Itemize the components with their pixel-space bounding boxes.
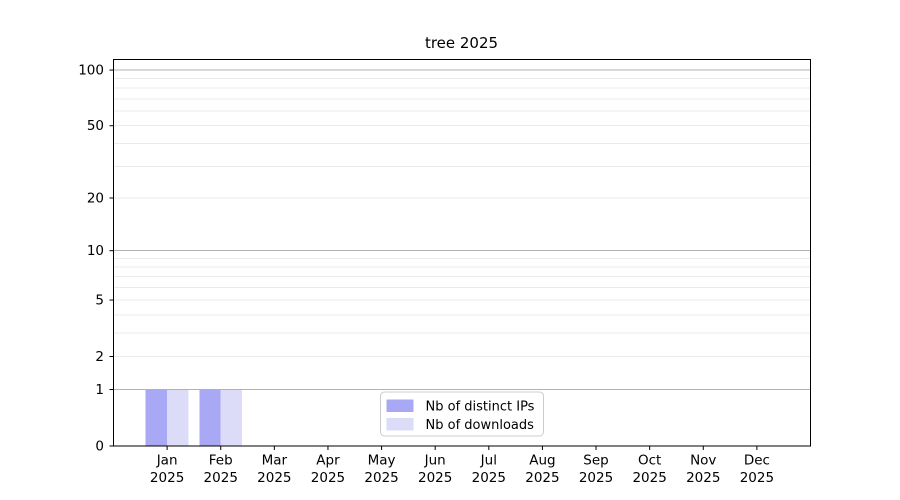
y-tick-label: 5 <box>95 293 104 309</box>
x-tick-label-year: 2025 <box>579 470 613 486</box>
x-tick-label-month: Jan <box>156 453 178 469</box>
plot-border <box>113 59 811 447</box>
x-tick-label-month: Jun <box>424 453 446 469</box>
x-tick-label-year: 2025 <box>204 470 238 486</box>
x-tick-label-month: Dec <box>744 453 770 469</box>
y-tick-label: 0 <box>95 439 104 455</box>
x-tick-label-year: 2025 <box>418 470 452 486</box>
x-tick-label-month: Mar <box>262 453 288 469</box>
x-tick-label-year: 2025 <box>364 470 398 486</box>
x-tick-label-year: 2025 <box>740 470 774 486</box>
y-tick-label: 2 <box>95 349 104 365</box>
chart-title: tree 2025 <box>424 34 499 52</box>
x-tick-label-month: Aug <box>529 453 555 469</box>
x-tick-label-year: 2025 <box>311 470 345 486</box>
x-tick-label-month: May <box>368 453 396 469</box>
y-tick-label: 10 <box>87 243 104 259</box>
x-tick-label-month: Nov <box>690 453 716 469</box>
x-tick-label-year: 2025 <box>257 470 291 486</box>
x-tick-label-month: Apr <box>316 453 340 469</box>
x-tick-label-year: 2025 <box>525 470 559 486</box>
legend-swatch <box>386 418 414 431</box>
y-tick-label: 50 <box>87 118 104 134</box>
bar-nb-of-downloads <box>220 389 243 446</box>
x-tick-label-month: Oct <box>638 453 661 469</box>
bar-nb-of-distinct-ips <box>145 389 168 446</box>
legend-label: Nb of distinct IPs <box>426 400 535 415</box>
x-tick-label-year: 2025 <box>472 470 506 486</box>
x-tick-label-year: 2025 <box>150 470 184 486</box>
y-tick-label: 100 <box>78 63 104 79</box>
y-tick-label: 1 <box>95 382 104 398</box>
x-tick-label-month: Jul <box>480 453 497 469</box>
x-tick-label-year: 2025 <box>632 470 666 486</box>
legend-swatch <box>386 399 414 412</box>
bar-nb-of-distinct-ips <box>199 389 221 446</box>
y-tick-label: 20 <box>87 191 104 207</box>
x-tick-label-year: 2025 <box>686 470 720 486</box>
x-tick-label-month: Sep <box>583 453 608 469</box>
legend-label: Nb of downloads <box>426 418 535 433</box>
x-tick-label-month: Feb <box>209 453 233 469</box>
legend-box <box>380 391 544 437</box>
bar-nb-of-downloads <box>167 389 189 446</box>
